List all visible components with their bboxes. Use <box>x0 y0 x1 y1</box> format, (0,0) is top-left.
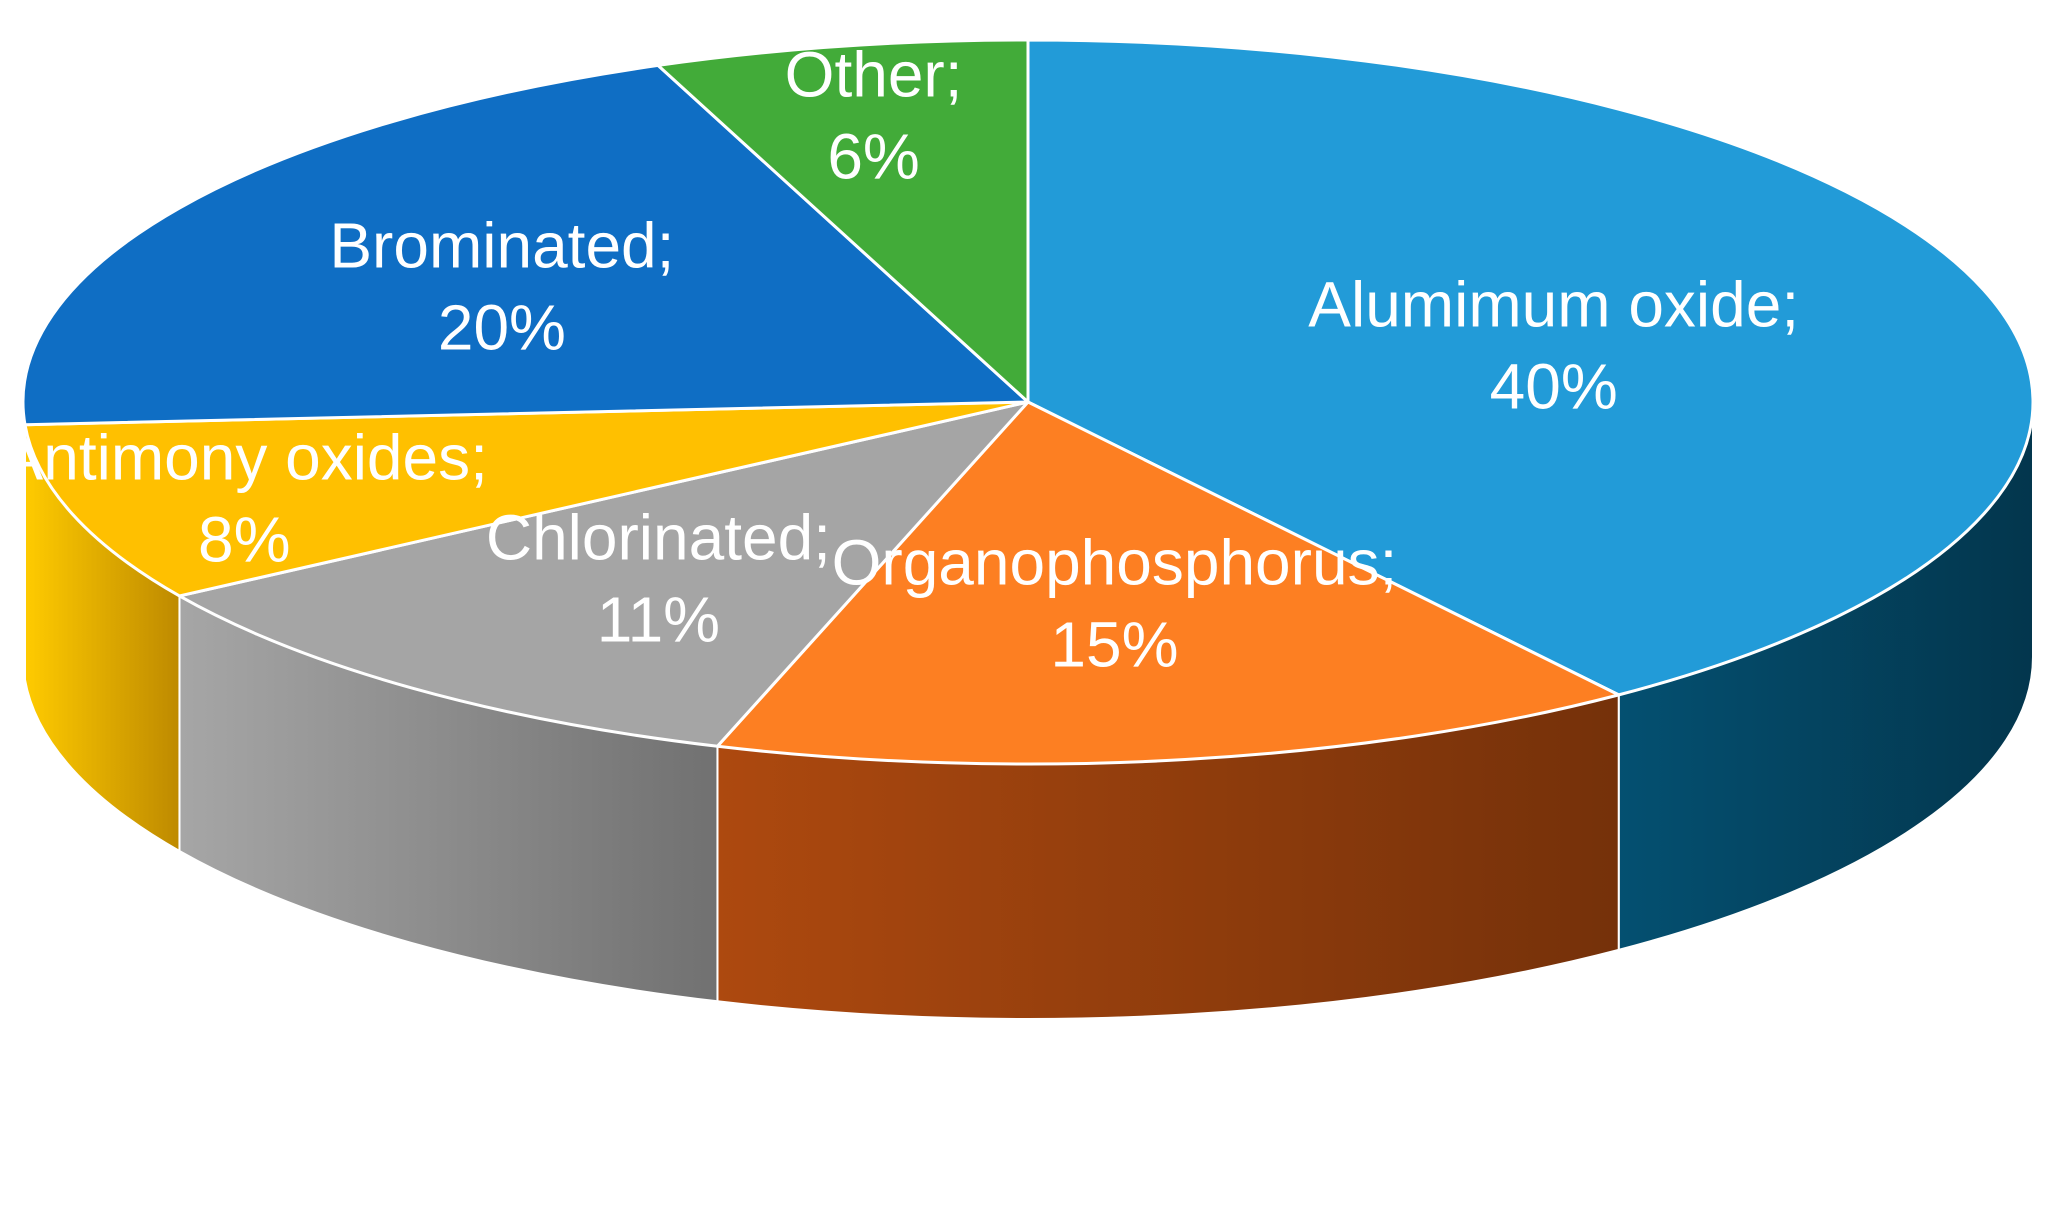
slice-label-brominated: Brominated; 20% <box>329 210 674 364</box>
pie-slice-organophosphorus <box>715 400 1621 766</box>
pie-slice-antimony-oxides <box>23 400 1030 598</box>
slice-category-label: Organophosphorus; <box>832 527 1398 599</box>
pie-slice-chlorinated <box>177 400 1030 748</box>
pie-slice-labels: Alumimum oxide; 40% Organophosphorus; 15% Ch… <box>1 38 1800 680</box>
slice-percent-label: 11% <box>597 584 720 656</box>
slice-label-chlorinated: Chlorinated; 11% <box>486 502 831 656</box>
pie-top-faces <box>21 38 2035 766</box>
slice-percent-label: 20% <box>438 292 566 364</box>
slice-label-other: Other; 6% <box>785 38 963 192</box>
pie-slice-alumimum-oxide <box>1026 38 2035 697</box>
slice-category-label: Chlorinated; <box>486 502 831 574</box>
slice-percent-label: 8% <box>198 504 291 576</box>
slice-percent-label: 6% <box>827 120 920 192</box>
slice-percent-label: 15% <box>1050 609 1178 681</box>
pie-side-walls <box>22 401 2034 1020</box>
slice-category-label: Brominated; <box>329 210 674 282</box>
slice-category-label: Antimony oxides; <box>1 422 488 494</box>
slice-label-antimony-oxides: Antimony oxides; 8% <box>1 422 488 576</box>
pie-slice-other <box>656 38 1030 404</box>
slice-label-organophosphorus: Organophosphorus; 15% <box>832 527 1398 681</box>
slice-category-label: Alumimum oxide; <box>1308 268 1799 340</box>
slice-percent-label: 40% <box>1490 350 1618 422</box>
slice-label-alumimum-oxide: Alumimum oxide; 40% <box>1308 268 1799 422</box>
pie-slice-brominated <box>21 63 1030 427</box>
slice-category-label: Other; <box>785 38 963 110</box>
